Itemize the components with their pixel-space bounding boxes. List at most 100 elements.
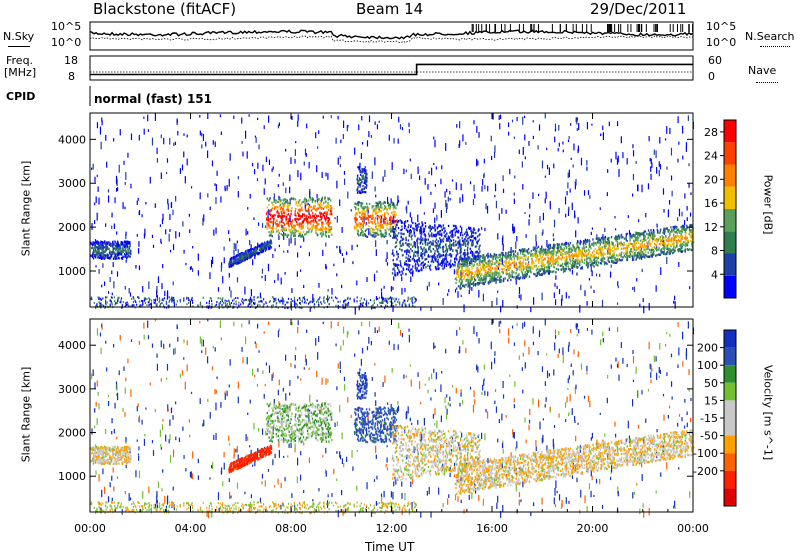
power-echo-cell [356,218,358,221]
power-echo-cell [639,234,641,238]
power-echo-cell [429,226,431,229]
power-bg [90,113,693,307]
power-echo-cell [425,266,427,269]
power-noise-cell [554,128,557,132]
power-noise-cell [205,141,207,147]
power-echo-cell [427,243,429,246]
power-echo-cell [125,243,128,246]
power-echo-cell [380,206,383,209]
power-noise-cell [125,172,127,180]
power-noise-cell [175,195,177,202]
power-ground-cell [100,305,102,308]
power-noise-cell [202,133,205,141]
power-ground-cell [126,304,128,307]
power-ground-cell [106,301,108,304]
power-echo-cell [358,183,360,186]
power-echo-cell [284,227,287,231]
power-echo-cell [379,229,382,233]
power-noise-cell [513,192,515,196]
power-echo-cell [304,200,306,203]
power-noise-cell [360,153,362,159]
power-noise-cell [444,191,446,198]
power-echo-cell [356,212,358,215]
power-echo-cell [104,246,106,249]
power-noise-cell [426,285,428,291]
power-noise-cell [322,115,324,119]
power-echo-cell [558,251,560,254]
power-echo-cell [398,269,400,272]
power-ground-cell [171,299,173,302]
power-echo-cell [614,237,617,240]
power-noise-cell [437,230,439,234]
power-echo-cell [682,227,684,230]
power-ground-cell [257,304,259,307]
power-echo-cell [516,275,519,278]
power-echo-cell [674,231,676,234]
power-echo-cell [97,256,100,259]
power-echo-cell [357,186,359,189]
power-echo-cell [371,206,373,209]
power-noise-cell [667,209,669,218]
power-echo-cell [394,219,396,223]
power-echo-cell [394,263,397,266]
power-echo-cell [262,246,264,250]
power-echo-cell [472,276,474,279]
power-noise-cell [553,163,555,169]
power-echo-cell [537,258,540,261]
power-echo-cell [445,261,447,264]
power-echo-cell [612,250,614,253]
power-echo-cell [126,240,128,243]
power-noise-cell [542,212,545,221]
power-echo-cell [439,246,442,249]
power-echo-cell [251,248,254,251]
power-noise-cell [549,203,551,210]
power-echo-cell [414,254,417,258]
power-noise-cell [291,288,293,293]
power-echo-cell [355,212,357,215]
power-ground-cell [247,299,249,302]
power-echo-cell [275,205,278,208]
power-echo-cell [269,241,272,244]
power-ground-cell [381,299,383,302]
power-echo-cell [261,242,263,245]
power-echo-cell [278,224,280,228]
power-echo-cell [322,221,324,224]
power-echo-cell [120,240,122,244]
power-noise-cell [263,188,265,195]
power-echo-cell [102,245,104,249]
power-noise-cell [516,116,518,122]
power-noise-cell [510,246,512,252]
power-echo-cell [306,231,309,234]
power-echo-cell [392,221,394,224]
power-echo-cell [307,230,310,234]
power-echo-cell [280,210,282,213]
power-echo-cell [423,227,426,230]
power-noise-cell [385,258,387,263]
power-echo-cell [688,232,690,236]
power-noise-cell [459,197,461,204]
power-echo-cell [399,244,402,247]
power-echo-cell [111,243,114,246]
power-noise-cell [589,195,591,199]
power-echo-cell [390,215,392,218]
power-echo-cell [391,226,393,229]
power-echo-cell [240,259,242,263]
power-echo-cell [361,229,363,233]
power-noise-cell [576,117,578,125]
power-echo-cell [489,271,491,275]
power-noise-cell [655,150,657,159]
power-echo-cell [116,245,119,249]
power-echo-cell [412,271,414,274]
power-ground-cell [159,299,161,302]
power-echo-cell [474,237,477,240]
power-echo-cell [473,228,476,232]
power-echo-cell [442,248,444,251]
power-echo-cell [464,251,466,255]
power-ground-cell [100,298,102,301]
power-echo-cell [254,254,256,257]
power-echo-cell [596,257,599,260]
power-noise-cell [95,265,97,268]
power-noise-cell [341,284,343,289]
power-echo-cell [295,207,297,211]
power-noise-cell [156,158,159,163]
